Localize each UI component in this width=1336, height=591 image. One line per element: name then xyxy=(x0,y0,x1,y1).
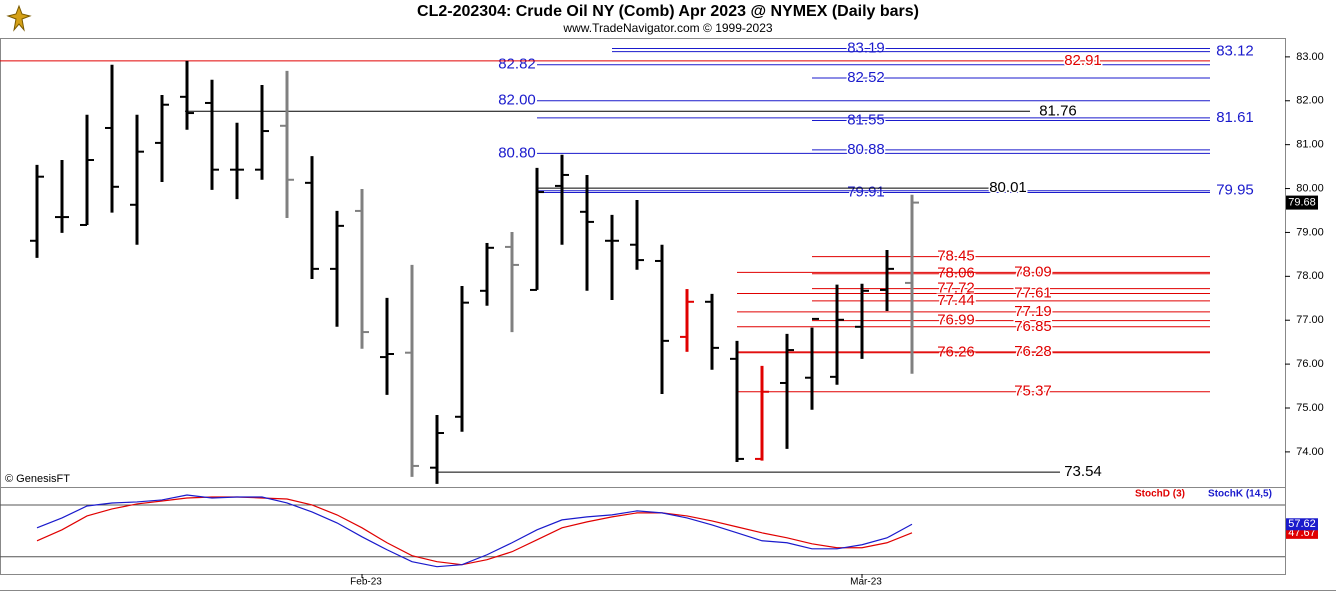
level-label: 78.06 xyxy=(937,265,975,282)
y-tick-label: 75.00 xyxy=(1296,402,1324,414)
stoch-line xyxy=(36,494,913,568)
level-label: 78.09 xyxy=(1014,263,1052,280)
legend-label: StochD (3) xyxy=(1135,489,1185,500)
last-value-label: 57.62 xyxy=(1288,518,1316,530)
y-tick-label: 83.00 xyxy=(1296,51,1324,63)
x-tick-label: Mar-23 xyxy=(850,577,882,588)
level-label: 76.99 xyxy=(937,312,975,329)
level-label: 81.61 xyxy=(1216,109,1254,126)
y-tick-label: 79.00 xyxy=(1296,226,1324,238)
stoch-panel-frame xyxy=(0,487,1286,575)
level-label: 78.45 xyxy=(937,248,975,265)
level-label: 83.19 xyxy=(847,40,885,57)
chart-subtitle: www.TradeNavigator.com © 1999-2023 xyxy=(562,21,772,35)
level-label: 77.44 xyxy=(937,292,975,309)
level-label: 77.61 xyxy=(1014,284,1052,301)
y-tick-label: 76.00 xyxy=(1296,358,1324,370)
level-label: 82.00 xyxy=(498,92,536,109)
level-label: 82.52 xyxy=(847,69,885,86)
level-label: 76.28 xyxy=(1014,343,1052,360)
x-tick-label: Feb-23 xyxy=(350,577,382,588)
level-label: 79.91 xyxy=(847,183,885,200)
last-value-tag xyxy=(1286,518,1318,531)
level-label: 80.80 xyxy=(498,144,536,161)
level-label: 77.19 xyxy=(1014,303,1052,320)
y-tick-label: 74.00 xyxy=(1296,446,1324,458)
y-tick-label: 77.00 xyxy=(1296,314,1324,326)
last-price-label: 79.68 xyxy=(1288,196,1316,208)
stoch-line xyxy=(36,496,913,566)
level-label: 76.85 xyxy=(1014,318,1052,335)
level-label: 82.82 xyxy=(498,56,536,73)
level-label: 80.88 xyxy=(847,141,885,158)
level-label: 81.76 xyxy=(1039,102,1077,119)
y-tick-label: 82.00 xyxy=(1296,95,1324,107)
y-tick-label: 80.00 xyxy=(1296,182,1324,194)
level-label: 75.37 xyxy=(1014,383,1052,400)
credit: © GenesisFT xyxy=(5,473,70,485)
last-price-tag xyxy=(1286,195,1318,210)
level-label: 81.55 xyxy=(847,111,885,128)
y-tick-label: 81.00 xyxy=(1296,139,1324,151)
legend-label: StochK (14,5) xyxy=(1208,489,1272,500)
logo xyxy=(4,4,34,34)
level-label: 83.12 xyxy=(1216,43,1254,60)
level-label: 82.91 xyxy=(1064,52,1102,69)
chart-title: CL2-202304: Crude Oil NY (Comb) Apr 2023… xyxy=(417,3,919,20)
level-label: 80.01 xyxy=(989,179,1027,196)
level-label: 79.95 xyxy=(1216,182,1254,199)
y-tick-label: 78.00 xyxy=(1296,270,1324,282)
level-label: 73.54 xyxy=(1064,463,1102,480)
